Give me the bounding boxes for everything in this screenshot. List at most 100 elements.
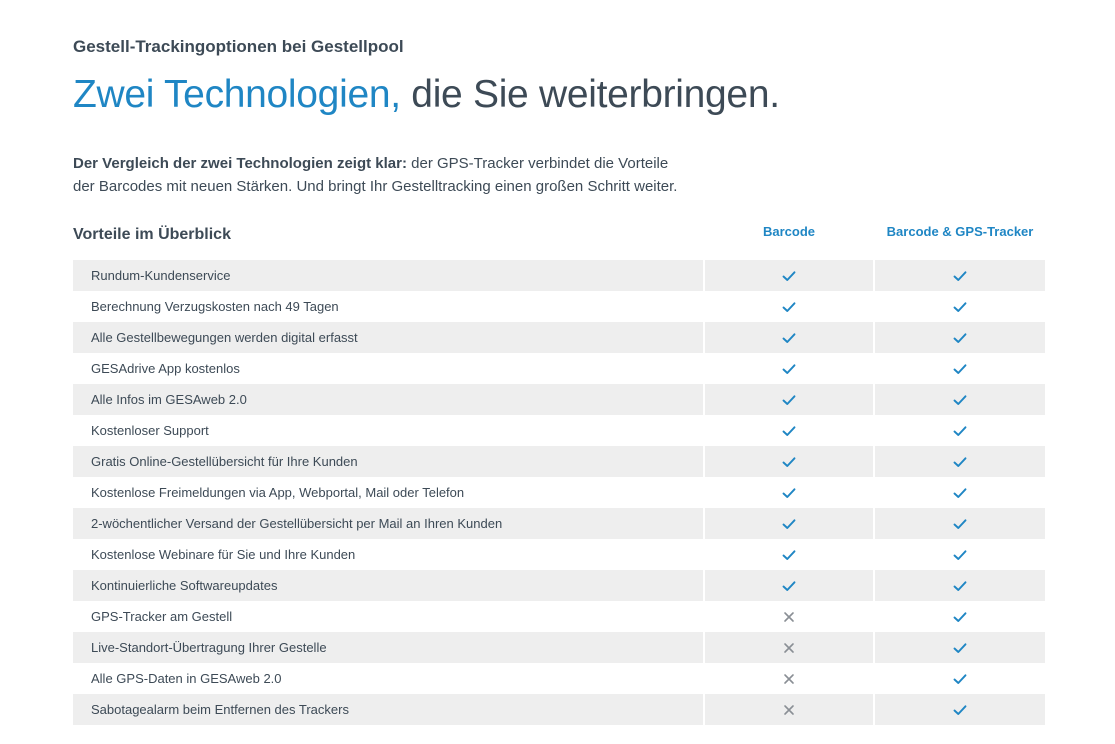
page-headline: Zwei Technologien, die Sie weiterbringen… [73, 66, 1045, 124]
cross-icon [784, 704, 794, 715]
check-icon [953, 363, 967, 374]
barcode-gps-cell [875, 663, 1045, 694]
check-icon [782, 301, 796, 312]
barcode-cell [705, 694, 873, 725]
column-header-barcode-gps: Barcode & GPS-Tracker [886, 224, 1034, 239]
cross-icon [784, 673, 794, 684]
barcode-gps-cell [875, 508, 1045, 539]
table-row: Alle Gestellbewegungen werden digital er… [73, 322, 1045, 353]
barcode-cell [705, 291, 873, 322]
check-icon [782, 363, 796, 374]
barcode-cell [705, 508, 873, 539]
feature-label: Alle Gestellbewegungen werden digital er… [73, 322, 703, 353]
feature-label: Rundum-Kundenservice [73, 260, 703, 291]
check-icon [953, 580, 967, 591]
headline-accent: Zwei Technologien, [73, 73, 401, 116]
barcode-gps-cell [875, 384, 1045, 415]
comparison-table-body: Rundum-Kundenservice Berechnung Verzugsko… [73, 260, 1045, 725]
table-row: GESAdrive App kostenlos [73, 353, 1045, 384]
check-icon [953, 425, 967, 436]
intro-paragraph: Der Vergleich der zwei Technologien zeig… [73, 152, 733, 198]
barcode-cell [705, 322, 873, 353]
feature-label: Kostenlose Freimeldungen via App, Webpor… [91, 485, 465, 500]
barcode-gps-cell [875, 539, 1045, 570]
barcode-gps-cell [875, 477, 1045, 508]
barcode-gps-cell [875, 260, 1045, 291]
table-row: Kostenloser Support [73, 415, 1045, 446]
comparison-table-header: Vorteile im Überblick Barcode Barcode & … [73, 214, 1045, 260]
barcode-cell [705, 539, 873, 570]
check-icon [953, 642, 967, 653]
table-row: Kontinuierliche Softwareupdates [73, 570, 1045, 601]
check-icon [953, 487, 967, 498]
check-icon [782, 580, 796, 591]
feature-label: Kostenlose Webinare für Sie und Ihre Kun… [91, 547, 356, 562]
check-icon [782, 456, 796, 467]
barcode-cell [705, 260, 873, 291]
feature-label: Alle Infos im GESAweb 2.0 [73, 384, 703, 415]
table-row: Live-Standort-Übertragung Ihrer Gestelle [73, 632, 1045, 663]
feature-label: Live-Standort-Übertragung Ihrer Gestelle [73, 632, 703, 663]
feature-label: Sabotagealarm beim Entfernen des Tracker… [73, 694, 703, 725]
barcode-cell [705, 477, 873, 508]
headline-rest: die Sie weiterbringen. [400, 73, 780, 116]
check-icon [953, 549, 967, 560]
feature-label: Alle GPS-Daten in GESAweb 2.0 [91, 671, 282, 686]
barcode-cell [705, 601, 873, 632]
intro-line1: der GPS-Tracker verbindet die Vorteile [406, 155, 669, 172]
barcode-gps-cell [875, 601, 1045, 632]
comparison-section: Gestell-Trackingoptionen bei Gestellpool… [73, 36, 1045, 725]
intro-line2: der Barcodes mit neuen Stärken. Und brin… [73, 178, 678, 195]
barcode-cell [705, 384, 873, 415]
check-icon [953, 301, 967, 312]
feature-label: Gratis Online-Gestellübersicht für Ihre … [73, 446, 703, 477]
table-row: GPS-Tracker am Gestell [73, 601, 1045, 632]
check-icon [953, 332, 967, 343]
check-icon [953, 456, 967, 467]
check-icon [782, 487, 796, 498]
barcode-cell [705, 570, 873, 601]
check-icon [953, 673, 967, 684]
barcode-gps-cell [875, 291, 1045, 322]
barcode-gps-cell [875, 415, 1045, 446]
table-row: Gratis Online-Gestellübersicht für Ihre … [73, 446, 1045, 477]
feature-label: 2-wöchentlicher Versand der Gestellübers… [73, 508, 703, 539]
table-row: 2-wöchentlicher Versand der Gestellübers… [73, 508, 1045, 539]
check-icon [782, 549, 796, 560]
barcode-cell [705, 353, 873, 384]
table-row: Kostenlose Freimeldungen via App, Webpor… [73, 477, 1045, 508]
check-icon [953, 394, 967, 405]
table-row: Berechnung Verzugskosten nach 49 Tagen [73, 291, 1045, 322]
cross-icon [784, 642, 794, 653]
feature-label: Kostenloser Support [91, 423, 209, 438]
feature-label: Kontinuierliche Softwareupdates [73, 570, 703, 601]
check-icon [782, 332, 796, 343]
check-icon [953, 518, 967, 529]
barcode-gps-cell [875, 353, 1045, 384]
barcode-gps-cell [875, 446, 1045, 477]
barcode-gps-cell [875, 570, 1045, 601]
barcode-cell [705, 632, 873, 663]
barcode-cell [705, 663, 873, 694]
table-row: Alle GPS-Daten in GESAweb 2.0 [73, 663, 1045, 694]
check-icon [953, 704, 967, 715]
check-icon [953, 611, 967, 622]
feature-label: Berechnung Verzugskosten nach 49 Tagen [91, 299, 339, 314]
table-title: Vorteile im Überblick [73, 226, 231, 243]
check-icon [953, 270, 967, 281]
table-row: Alle Infos im GESAweb 2.0 [73, 384, 1045, 415]
check-icon [782, 425, 796, 436]
check-icon [782, 394, 796, 405]
barcode-gps-cell [875, 694, 1045, 725]
check-icon [782, 270, 796, 281]
feature-label: GESAdrive App kostenlos [91, 361, 240, 376]
barcode-gps-cell [875, 322, 1045, 353]
eyebrow-title: Gestell-Trackingoptionen bei Gestellpool [73, 37, 404, 56]
column-header-barcode: Barcode [762, 224, 816, 239]
check-icon [782, 518, 796, 529]
table-row: Sabotagealarm beim Entfernen des Tracker… [73, 694, 1045, 725]
table-row: Rundum-Kundenservice [73, 260, 1045, 291]
barcode-cell [705, 415, 873, 446]
barcode-gps-cell [875, 632, 1045, 663]
intro-bold: Der Vergleich der zwei Technologien zeig… [73, 155, 407, 172]
